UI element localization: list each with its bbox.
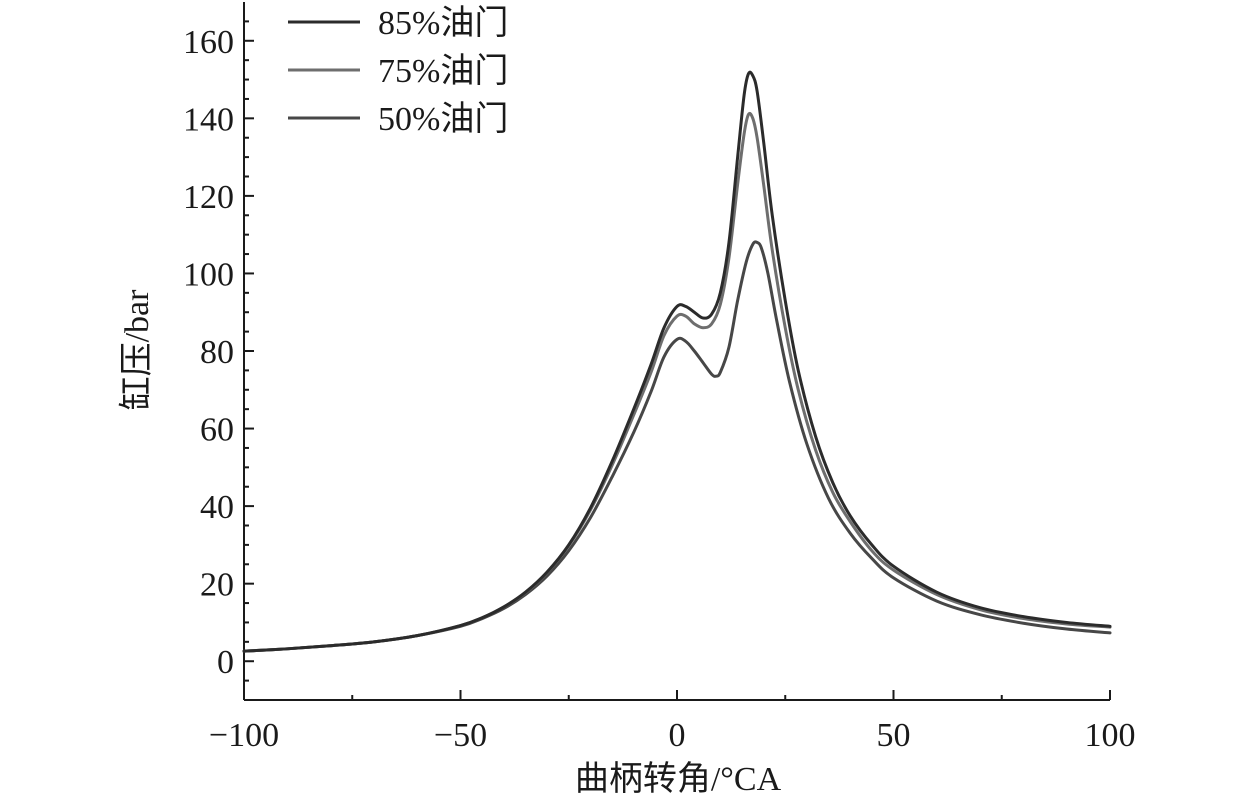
legend: 85%油门 75%油门 50%油门 <box>288 4 508 138</box>
series-line <box>242 70 1112 653</box>
y-tick-label: 60 <box>200 412 234 449</box>
y-tick-label: 140 <box>183 101 234 138</box>
y-tick-label: 20 <box>200 567 234 604</box>
x-tick-label: 100 <box>1085 717 1136 754</box>
legend-label: 85%油门 <box>378 4 508 42</box>
axes: 0 20 40 60 80 100 120 140 160 −100 −50 0 50 100 <box>183 2 1136 754</box>
legend-label: 75%油门 <box>378 52 508 90</box>
y-axis-title: 缸压/bar <box>118 289 156 411</box>
series-line <box>242 240 1112 653</box>
legend-label: 50%油门 <box>378 100 508 138</box>
y-tick-label: 0 <box>217 644 234 681</box>
y-tick-label: 160 <box>183 24 234 61</box>
x-tick-label: 50 <box>877 717 911 754</box>
y-tick-label: 40 <box>200 489 234 526</box>
x-tick-label: −100 <box>209 717 279 754</box>
y-tick-label: 80 <box>200 334 234 371</box>
x-axis-title: 曲柄转角/°CA <box>575 760 782 798</box>
x-tick-label: 0 <box>669 717 686 754</box>
x-tick-label: −50 <box>434 717 487 754</box>
series-layer <box>242 70 1112 653</box>
y-tick-label: 120 <box>183 179 234 216</box>
series-line <box>242 111 1112 653</box>
y-tick-label: 100 <box>183 256 234 293</box>
